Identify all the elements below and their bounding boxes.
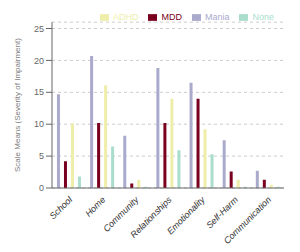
svg-text:Self-Harm: Self-Harm [204, 194, 240, 231]
svg-text:Emotionality: Emotionality [165, 194, 207, 236]
svg-text:15: 15 [34, 87, 44, 97]
svg-text:Community: Community [101, 194, 141, 234]
svg-text:25: 25 [34, 24, 44, 34]
html-text:Mania: Mania [205, 12, 230, 22]
svg-text:10: 10 [34, 119, 44, 129]
svg-text:Communication: Communication [222, 195, 273, 244]
html-text:MDD: MDD [161, 12, 182, 22]
svg-text:20: 20 [34, 56, 44, 66]
html-text:ADHD: ADHD [113, 12, 139, 22]
svg-text:5: 5 [39, 151, 44, 161]
svg-text:Home: Home [83, 195, 107, 219]
svg-text:Scale Means (Severity of Impai: Scale Means (Severity of Impairment) [13, 38, 22, 172]
svg-text:Relationships: Relationships [128, 194, 174, 240]
html-text:None: None [252, 12, 274, 22]
svg-text:School: School [48, 194, 75, 221]
svg-text:0: 0 [39, 183, 44, 193]
